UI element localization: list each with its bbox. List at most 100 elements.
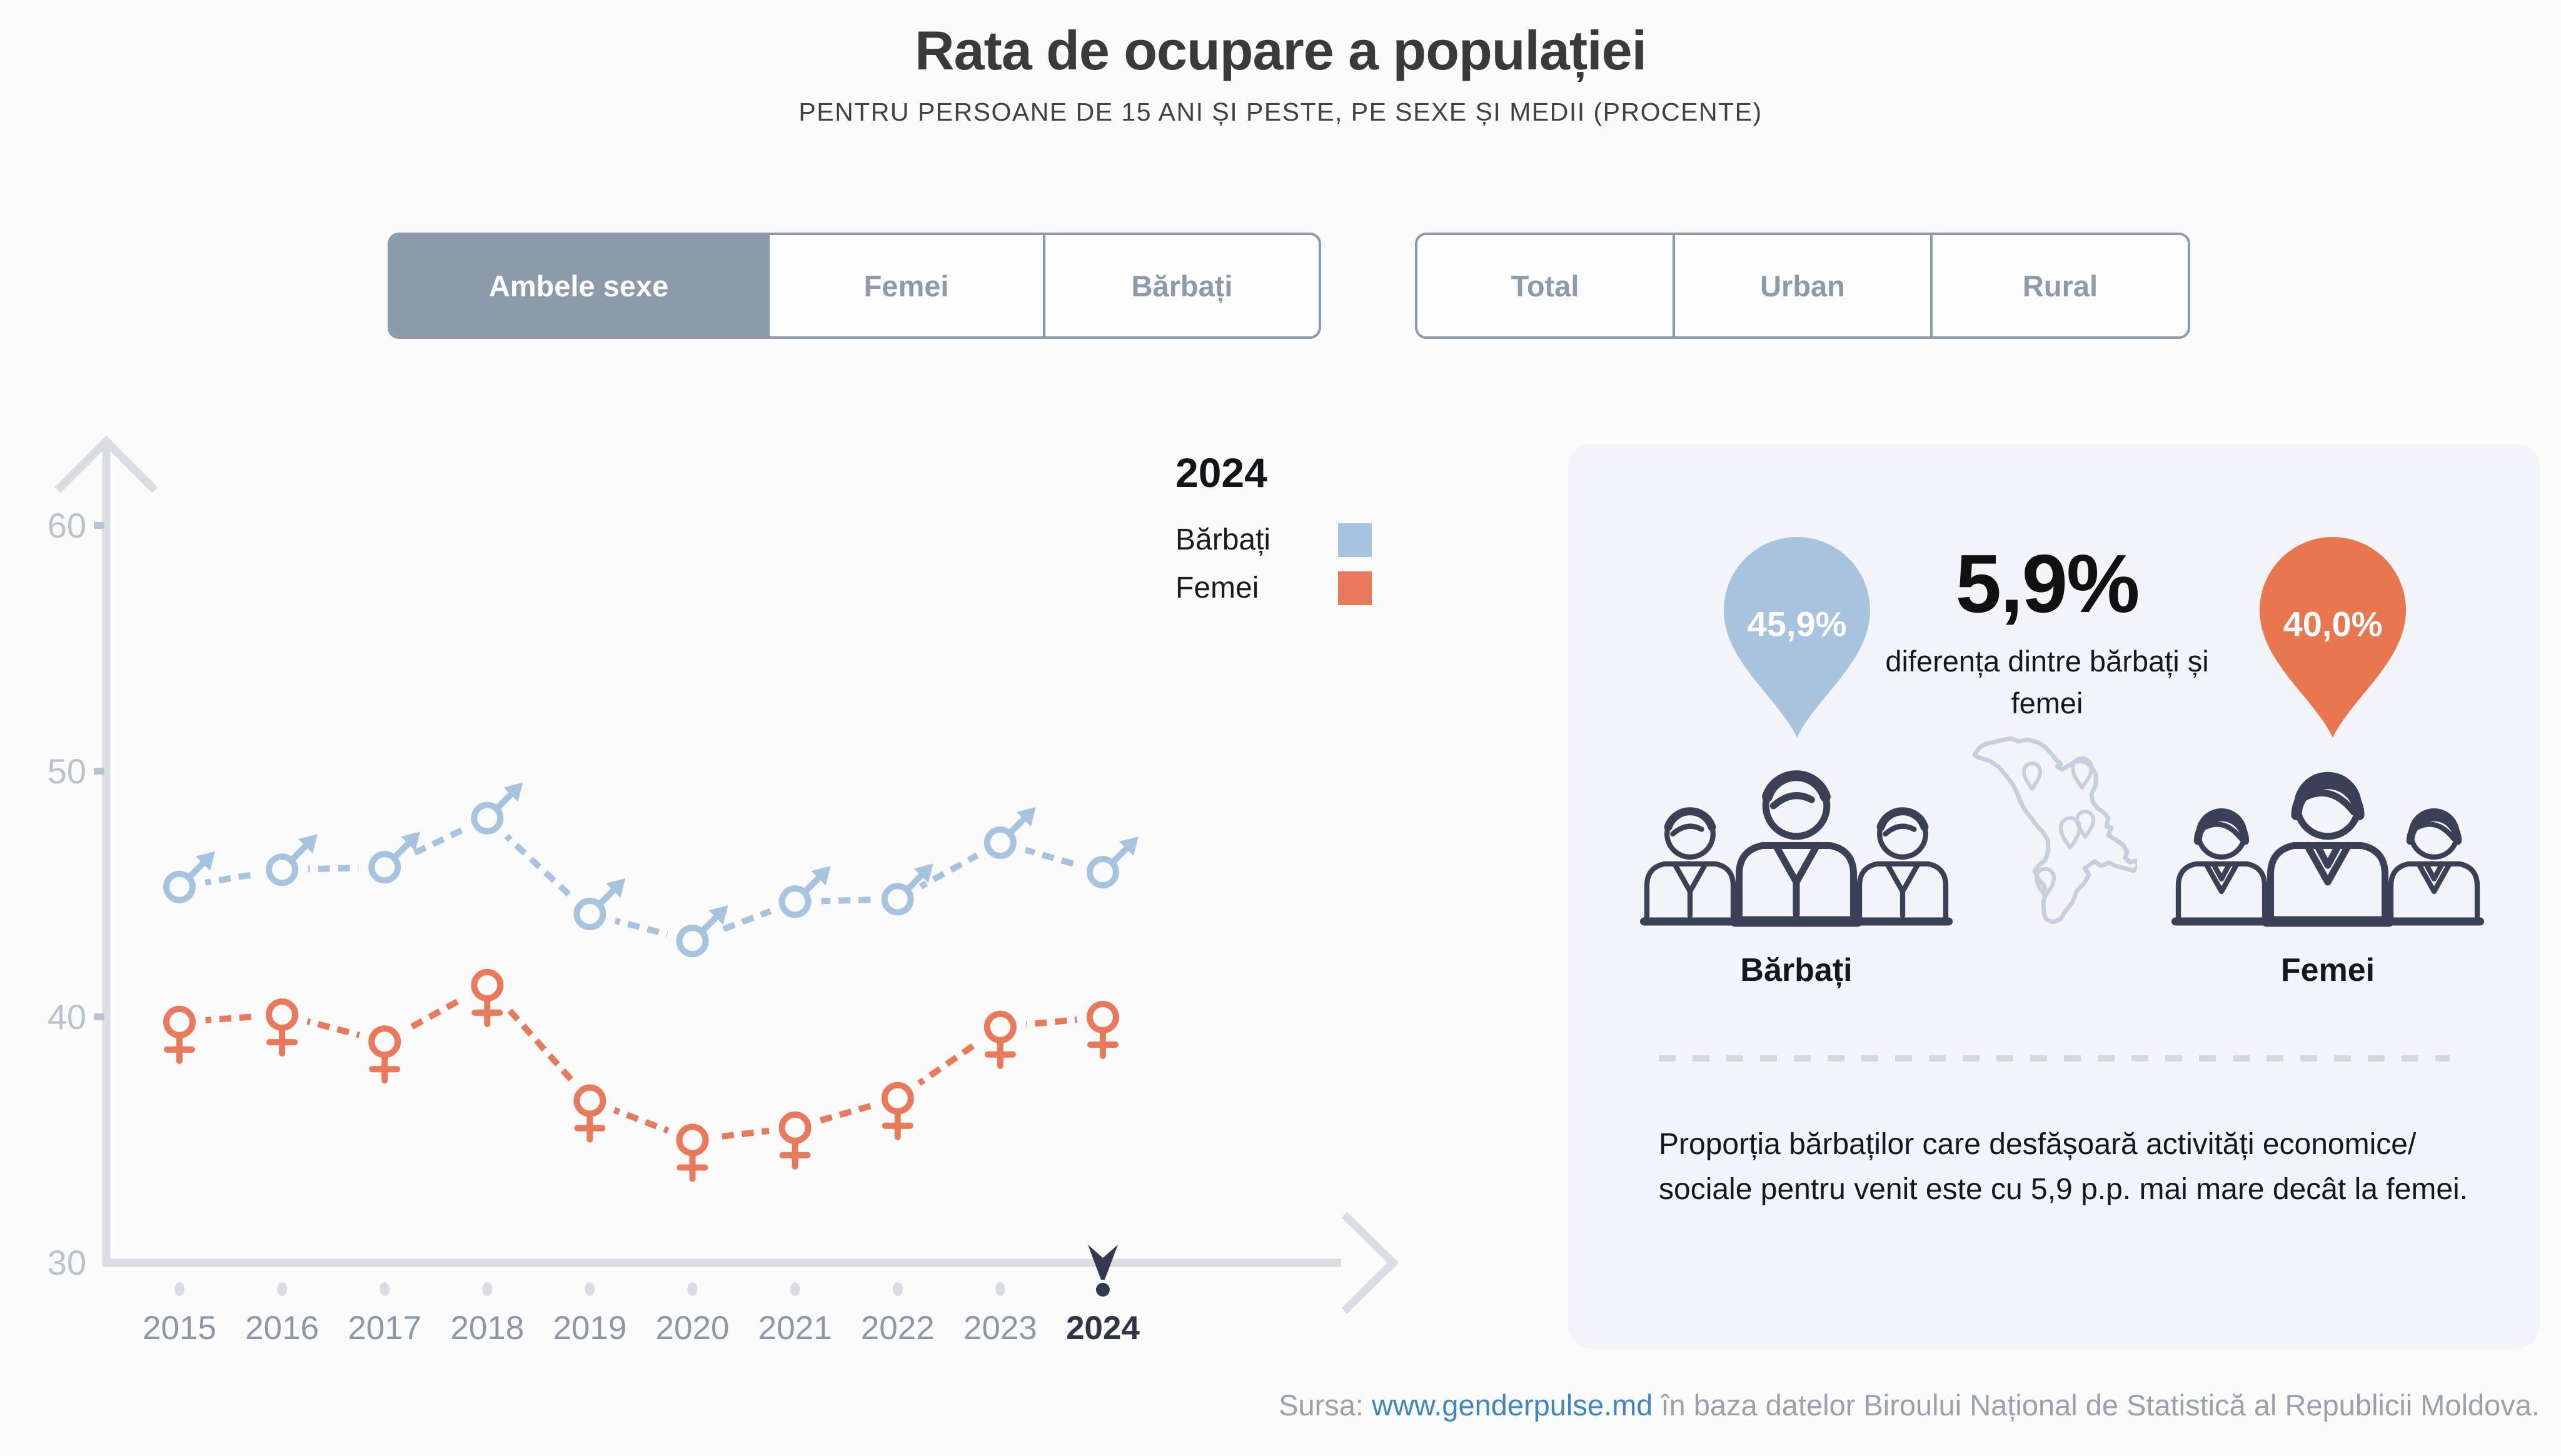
legend-year: 2024 [1175, 449, 1267, 496]
y-tick-label-30: 30 [48, 1243, 86, 1282]
women-group-icon [2171, 771, 2485, 927]
filter-button-ambele-sexe[interactable]: Ambele sexe [390, 235, 768, 336]
year-dot[interactable] [585, 1282, 595, 1296]
legend-swatch-femei [1338, 571, 1372, 605]
year-dot[interactable] [380, 1282, 390, 1296]
female-pin-value: 40,0% [2283, 605, 2383, 644]
year-tick-2020[interactable]: 2020 [656, 1310, 730, 1347]
page-subtitle: PENTRU PERSOANE DE 15 ANI ȘI PESTE, PE S… [798, 98, 1763, 126]
male-person-icon [1852, 807, 1953, 926]
year-tick-2024[interactable]: 2024 [1066, 1310, 1140, 1347]
marker-halo [666, 1113, 719, 1167]
male-marker-2018[interactable] [471, 782, 523, 835]
y-tick-label-40: 40 [48, 997, 86, 1037]
female-marker-2022[interactable] [881, 1082, 914, 1140]
female-marker-2018[interactable] [471, 968, 504, 1027]
male-marker-2017[interactable] [368, 831, 421, 884]
summary-panel: 45,9% 40,0% 5,9% diferența dintre bărbaț… [1568, 444, 2540, 1348]
men-group-label: Bărbați [1740, 952, 1853, 988]
summary-note: Proporția bărbaților care desfășoară act… [1659, 1128, 2468, 1206]
female-person-icon [2171, 808, 2272, 926]
year-tick-2015[interactable]: 2015 [143, 1310, 216, 1347]
year-dot[interactable] [482, 1282, 493, 1296]
year-tick-2016[interactable]: 2016 [245, 1310, 319, 1347]
year-tick-2022[interactable]: 2022 [861, 1310, 935, 1347]
source-prefix: Sursa: [1279, 1388, 1364, 1422]
legend-swatch-barbati [1338, 523, 1372, 557]
marker-halo [1076, 991, 1129, 1043]
filter-button-rural[interactable]: Rural [1930, 235, 2188, 336]
marker-halo [461, 958, 514, 1012]
marker-halo [974, 1000, 1027, 1053]
year-dot[interactable] [892, 1282, 903, 1296]
series-line-male [179, 814, 1104, 945]
y-tick-mark [94, 1013, 104, 1020]
marker-halo [871, 1072, 924, 1125]
year-tick-2018[interactable]: 2018 [450, 1310, 524, 1347]
male-pin-value: 45,9% [1748, 605, 1847, 644]
marker-halo [358, 1015, 411, 1068]
difference-block: 5,9% diferența dintre bărbați și femei [1856, 536, 2238, 724]
female-marker-2024[interactable] [1086, 1001, 1119, 1059]
sex-filter-group: Ambele sexe Femei Bărbați [388, 233, 1321, 339]
male-marker-2015[interactable] [163, 851, 215, 903]
female-marker-2015[interactable] [163, 1005, 196, 1064]
y-tick-mark [94, 522, 104, 529]
year-dot[interactable] [277, 1282, 288, 1296]
filter-button-barbati[interactable]: Bărbați [1043, 235, 1319, 336]
marker-halo [563, 1074, 616, 1127]
series-line-female [179, 981, 1104, 1143]
female-person-icon [2261, 771, 2395, 927]
filter-button-urban[interactable]: Urban [1673, 235, 1930, 336]
filter-button-total[interactable]: Total [1417, 235, 1673, 336]
area-filter-group: Total Urban Rural [1415, 233, 2190, 339]
male-marker-2024[interactable] [1086, 836, 1139, 889]
female-pin-shape [2260, 537, 2406, 738]
male-marker-2019[interactable] [573, 878, 626, 930]
female-marker-2023[interactable] [984, 1010, 1017, 1069]
page-title: Rata de ocupare a populației [914, 19, 1647, 81]
legend-label-barbati: Bărbați [1175, 523, 1271, 556]
y-tick-label-60: 60 [48, 506, 86, 545]
women-group-label: Femei [2280, 952, 2375, 988]
female-value-pin: 40,0% [2260, 537, 2406, 738]
year-dot[interactable] [174, 1282, 184, 1296]
male-marker-2020[interactable] [676, 905, 728, 958]
female-marker-2020[interactable] [676, 1123, 709, 1182]
male-marker-2023[interactable] [984, 806, 1036, 859]
year-dot[interactable] [687, 1282, 698, 1296]
year-tick-2023[interactable]: 2023 [964, 1310, 1037, 1347]
marker-halo [153, 995, 206, 1048]
year-dot[interactable] [995, 1282, 1005, 1296]
filter-button-femei[interactable]: Femei [767, 235, 1044, 336]
male-person-icon [1639, 807, 1741, 926]
selected-year-pin-icon [1087, 1245, 1118, 1280]
legend-item-barbati: Bărbați [1175, 523, 1372, 557]
year-dot[interactable] [790, 1282, 800, 1296]
difference-caption: diferența dintre bărbați și femei [1885, 645, 2209, 720]
female-marker-2016[interactable] [266, 998, 299, 1057]
dashed-divider [1659, 1055, 2450, 1062]
year-tick-2019[interactable]: 2019 [553, 1310, 626, 1347]
male-marker-2021[interactable] [778, 866, 831, 918]
male-marker-2022[interactable] [881, 863, 933, 916]
source-link[interactable]: www.genderpulse.md [1372, 1388, 1653, 1422]
moldova-map-icon [1972, 736, 2137, 924]
men-group-icon [1639, 770, 1953, 927]
employment-rate-chart: 30 40 50 60 2015 2016 2017 2018 2019 2020 2021 2022… [48, 435, 1399, 1347]
male-person-icon [1729, 770, 1863, 927]
male-marker-2016[interactable] [266, 834, 318, 886]
y-tick-mark [94, 768, 104, 775]
year-tick-2021[interactable]: 2021 [758, 1310, 832, 1347]
male-pin-shape [1724, 537, 1870, 738]
difference-value: 5,9% [1955, 538, 2140, 630]
legend-label-femei: Femei [1175, 571, 1259, 605]
female-marker-2019[interactable] [573, 1084, 606, 1143]
year-dot-selected[interactable] [1095, 1283, 1110, 1297]
male-value-pin: 45,9% [1724, 537, 1870, 738]
axes [54, 435, 1399, 1314]
female-marker-2017[interactable] [368, 1025, 401, 1084]
female-marker-2021[interactable] [778, 1111, 812, 1170]
year-tick-2017[interactable]: 2017 [348, 1310, 421, 1347]
y-tick-label-50: 50 [48, 751, 86, 791]
